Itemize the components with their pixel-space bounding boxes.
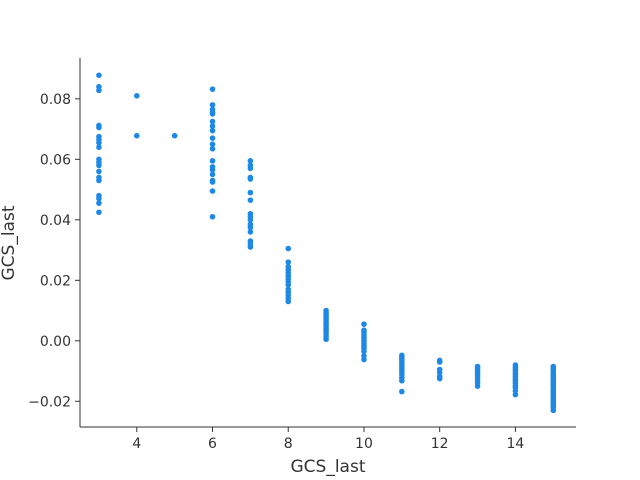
scatter-point: [550, 407, 557, 414]
scatter-point: [247, 244, 254, 250]
y-ticks: −0.02 0.00 0.02 0.04 0.06 0.08: [28, 92, 80, 410]
x-ticks: 4 6 8 10 12 14: [132, 427, 524, 452]
scatter-point: [436, 359, 443, 365]
scatter-point: [96, 200, 102, 206]
scatter-point: [247, 176, 254, 182]
scatter-point: [247, 217, 254, 223]
x-tick-label: 12: [431, 436, 449, 452]
scatter-point: [96, 87, 102, 94]
x-tick-label: 8: [284, 436, 293, 452]
scatter-point: [361, 321, 367, 327]
y-tick-label: 0.08: [40, 92, 71, 108]
scatter-point: [209, 213, 216, 220]
scatter-point: [209, 167, 216, 173]
y-tick-label: 0.04: [40, 213, 71, 229]
scatter-point: [209, 86, 216, 92]
scatter-point: [474, 383, 481, 389]
scatter-point: [247, 197, 254, 203]
scatter-point: [209, 127, 216, 134]
scatter-point: [209, 118, 216, 125]
scatter-point: [285, 245, 292, 252]
scatter-point: [209, 111, 216, 117]
scatter-point: [247, 229, 254, 235]
scatter-point: [96, 209, 102, 216]
points-layer: [96, 72, 557, 414]
scatter-point: [512, 391, 519, 398]
scatter-point: [96, 72, 102, 79]
scatter-point: [512, 387, 519, 394]
scatter-point: [209, 145, 216, 152]
scatter-point: [361, 348, 367, 355]
scatter-point: [96, 177, 102, 184]
scatter-point: [285, 298, 292, 305]
scatter-point: [247, 165, 254, 172]
scatter-point: [285, 259, 292, 265]
scatter-point: [361, 356, 367, 363]
scatter-point: [133, 132, 140, 139]
y-tick-label: −0.02: [28, 394, 71, 410]
scatter-point: [209, 102, 216, 108]
scatter-point: [209, 171, 216, 178]
x-tick-label: 14: [507, 436, 525, 452]
scatter-point: [247, 189, 254, 196]
scatter-point: [209, 188, 216, 194]
scatter-point: [171, 132, 178, 139]
y-tick-label: 0.06: [40, 152, 71, 168]
scatter-point: [247, 158, 254, 164]
scatter-point: [399, 388, 405, 395]
scatter-point: [96, 195, 102, 202]
scatter-point: [96, 144, 102, 151]
scatter-point: [96, 139, 102, 146]
scatter-point: [209, 158, 216, 164]
scatter-point: [436, 375, 443, 382]
scatter-point: [209, 123, 216, 129]
scatter-point: [209, 179, 216, 185]
x-tick-label: 6: [208, 436, 217, 452]
scatter-point: [96, 168, 102, 175]
scatter-point: [133, 93, 140, 99]
scatter-point: [399, 377, 405, 384]
y-tick-label: 0.02: [40, 273, 71, 289]
scatter-point: [247, 224, 254, 231]
scatter-point: [96, 162, 102, 169]
y-axis-title: GCS_last: [0, 205, 19, 280]
scatter-point: [436, 369, 443, 376]
scatter-point: [209, 141, 216, 148]
scatter-point: [323, 336, 329, 343]
y-tick-label: 0.00: [40, 334, 71, 350]
x-tick-label: 4: [132, 436, 141, 452]
x-axis-title: GCS_last: [291, 457, 366, 477]
scatter-point: [209, 135, 216, 141]
scatter-point: [96, 124, 102, 131]
x-tick-label: 10: [355, 436, 373, 452]
scatter-point: [285, 282, 292, 288]
